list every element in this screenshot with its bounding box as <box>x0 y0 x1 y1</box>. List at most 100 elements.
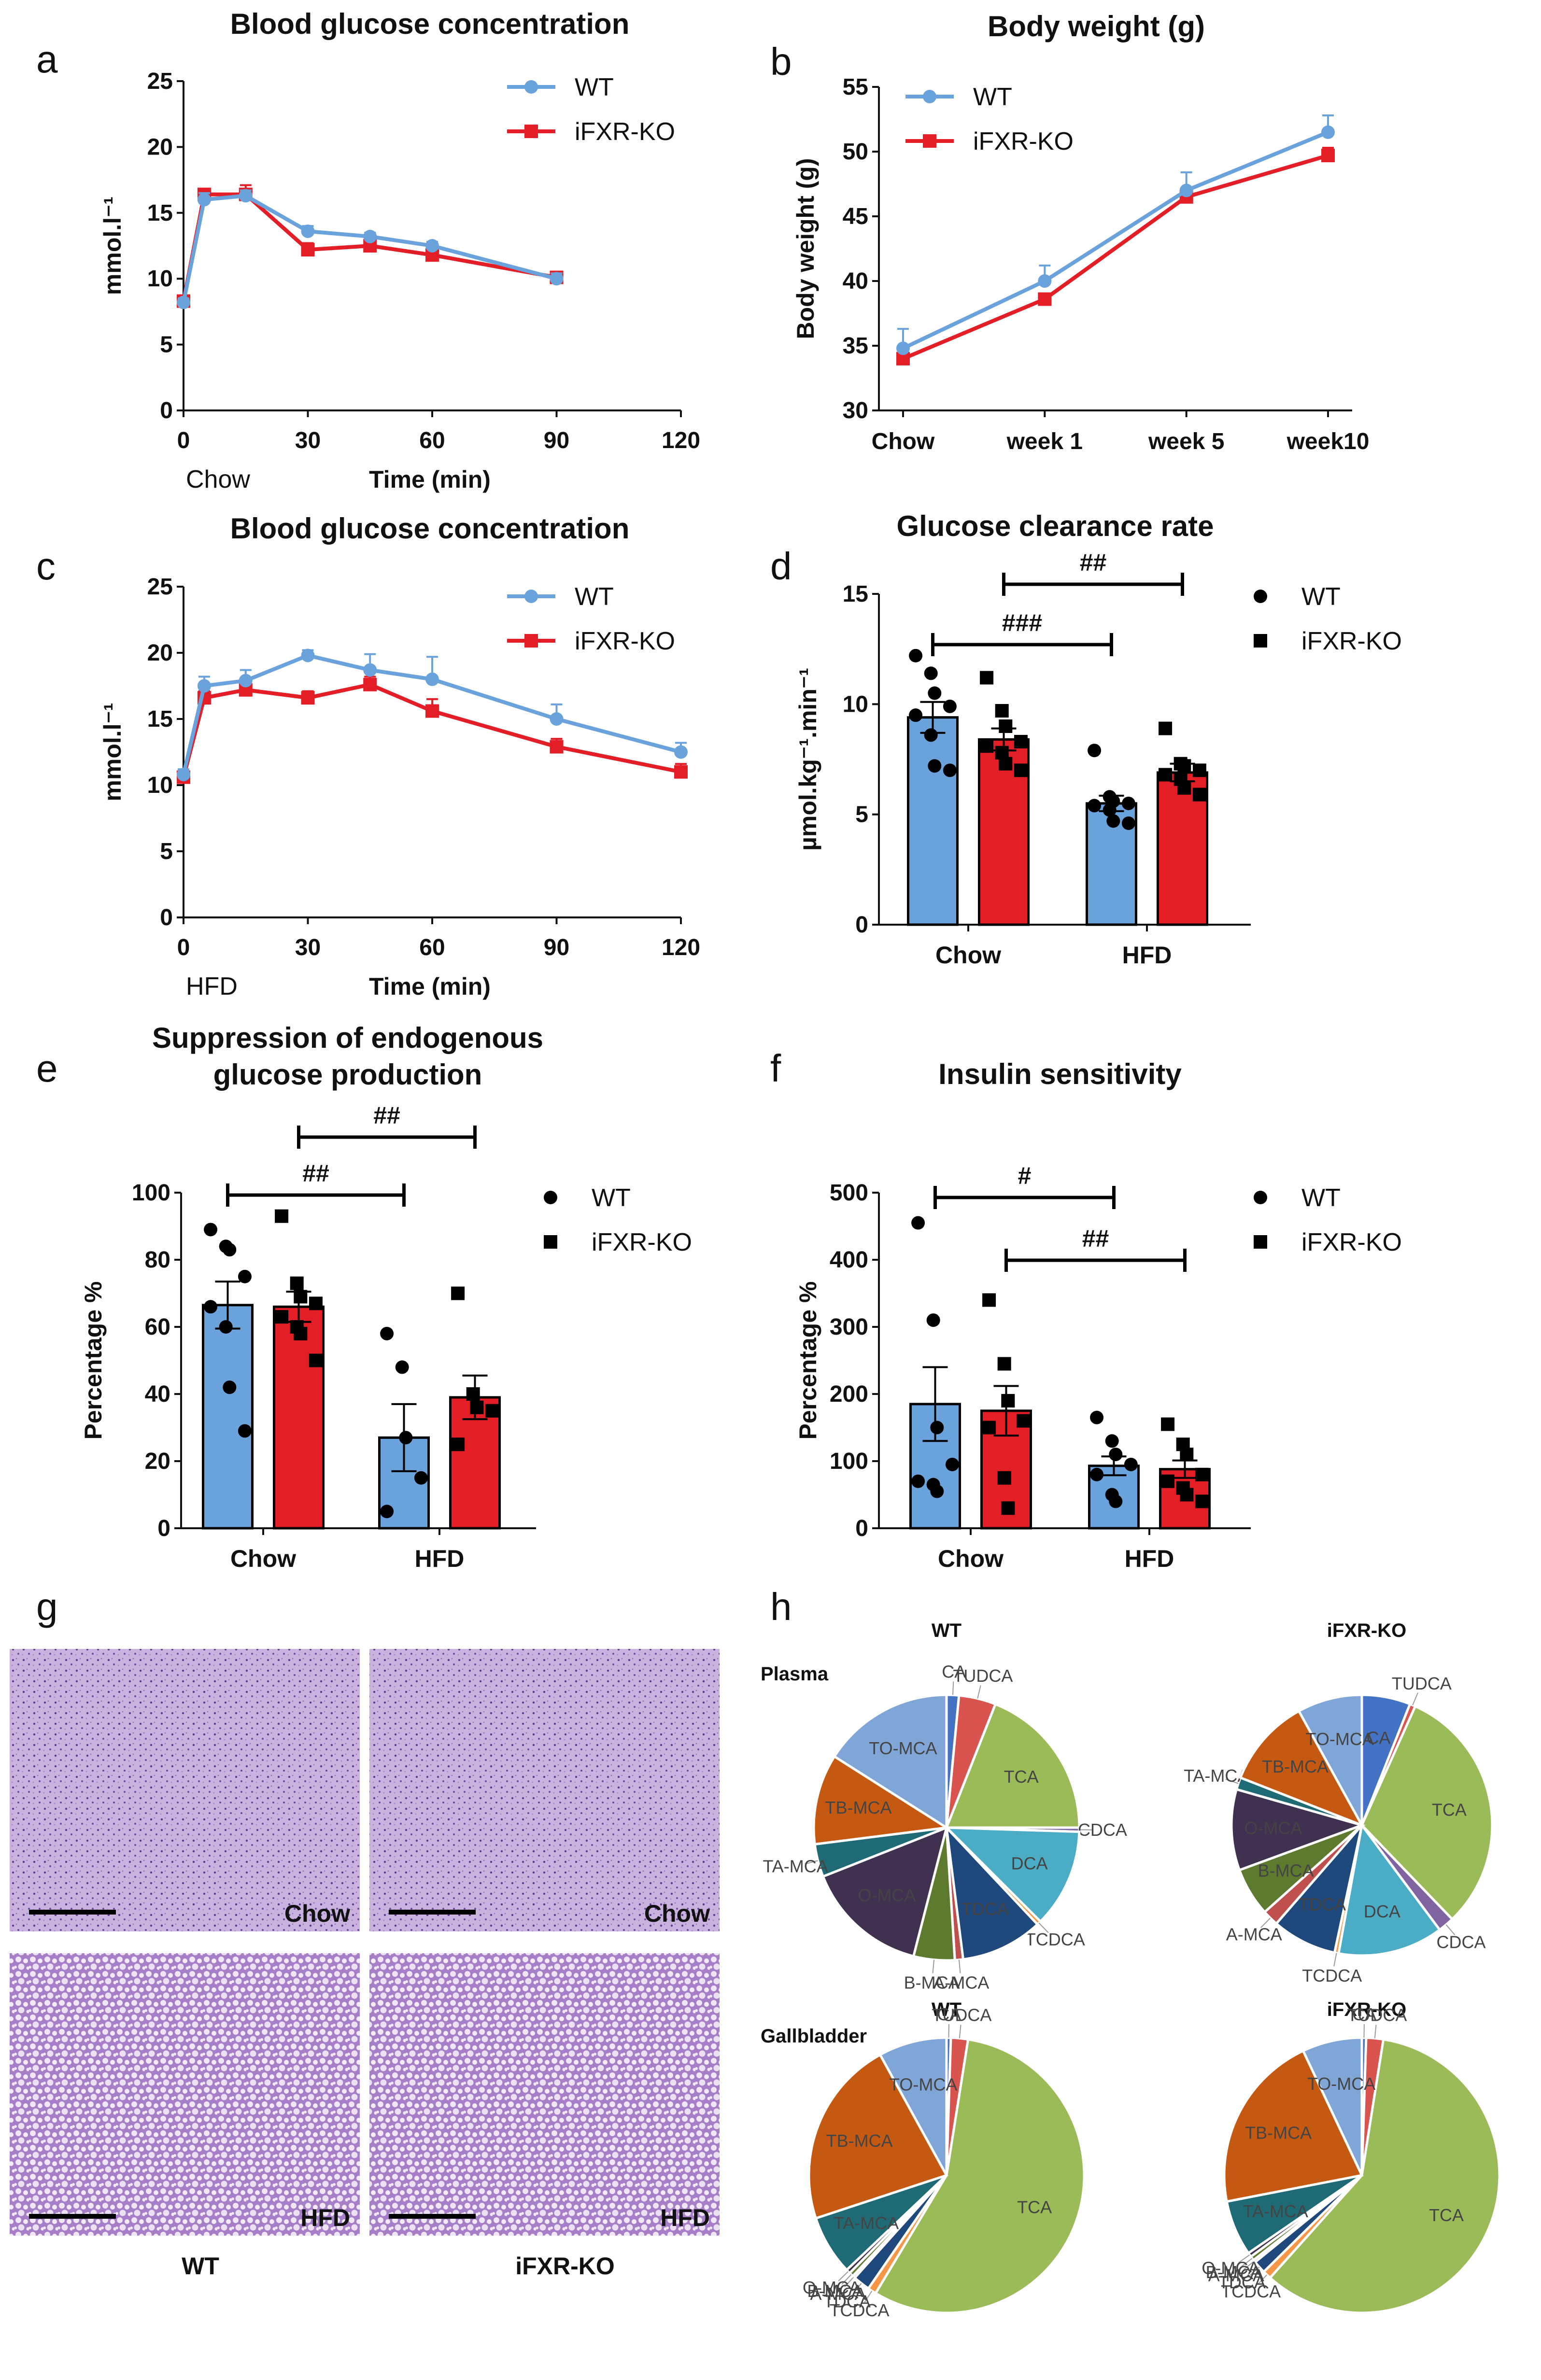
pie-title: iFXR-KO <box>1327 1620 1406 1641</box>
data-point <box>1121 796 1135 810</box>
pie-slice-label: TO-MCA <box>1307 2074 1375 2094</box>
data-point <box>1124 1457 1138 1471</box>
data-point <box>197 193 211 207</box>
pie-slice-label: TB-MCA <box>825 1798 892 1817</box>
y-axis-label: Percentage % <box>80 1282 107 1440</box>
data-point <box>177 768 190 782</box>
data-point <box>1321 149 1335 163</box>
pie-slice <box>1274 1824 1363 1954</box>
pie-slice-label: TCDCA <box>829 2300 889 2320</box>
chart-title: Blood glucose concentration <box>230 8 630 40</box>
pie-leader-line <box>841 2274 852 2285</box>
chart-h: PlasmaGallbladderWTCATUDCATCACDCADCATCDC… <box>761 1620 1501 2320</box>
data-point <box>1180 1448 1194 1462</box>
pie-slice-label: DCA <box>1011 1853 1048 1873</box>
pie-leader-line <box>1038 1922 1049 1933</box>
pie-leader-line <box>959 2025 961 2039</box>
y-tick-label: 5 <box>160 332 173 358</box>
data-point <box>470 1400 484 1414</box>
data-point <box>294 1326 308 1340</box>
pie-slice-label: B-MCA <box>807 2281 863 2301</box>
data-point <box>466 1387 480 1401</box>
condition-label: Chow <box>186 465 250 493</box>
pie-leader-line <box>1238 2254 1250 2263</box>
pie-slice-label: TDCA <box>823 2292 871 2311</box>
chart-title: Insulin sensitivity <box>938 1058 1182 1090</box>
series-line-ko <box>902 154 1329 361</box>
y-tick-label: 5 <box>160 839 173 864</box>
x-tick-label: HFD <box>1122 942 1172 969</box>
pie-slice-label: TUDCA <box>953 1666 1013 1686</box>
data-point <box>301 243 315 257</box>
data-point <box>945 1457 959 1471</box>
pie-leader-line <box>1260 1917 1271 1928</box>
data-point <box>1109 1448 1123 1462</box>
pie-slice-label: CDCA <box>1437 1932 1486 1952</box>
data-point <box>177 296 190 310</box>
panel-letter-f: f <box>770 1047 781 1090</box>
histology-image <box>10 1649 360 1931</box>
y-axis-label: Percentage % <box>794 1282 821 1440</box>
pie-slice-label: O-MCA <box>803 2278 861 2297</box>
chart-title-line: glucose production <box>213 1058 482 1091</box>
y-tick-label: 25 <box>147 69 173 94</box>
legend-marker <box>524 590 538 603</box>
histology-label: HFD <box>660 2204 710 2231</box>
y-tick-label: 20 <box>147 640 173 666</box>
data-point <box>1016 1414 1030 1428</box>
legend-marker <box>1254 1235 1267 1249</box>
pie-leader-line <box>805 1860 818 1865</box>
x-tick-label: 0 <box>177 428 190 453</box>
data-point <box>1195 1494 1209 1508</box>
pie-slice-label: A-MCA <box>810 2284 866 2304</box>
data-point <box>1088 744 1102 758</box>
pie-slice <box>812 1755 950 1846</box>
data-point <box>204 1300 218 1314</box>
data-point <box>1159 721 1173 735</box>
x-tick-label: 30 <box>295 428 321 453</box>
pie-leader-line <box>1225 1778 1239 1784</box>
data-point <box>399 1431 413 1445</box>
pie-slice <box>943 1826 1081 1923</box>
pie-slice-label: B-MCA <box>904 1973 960 1993</box>
pie-slice <box>945 1703 1081 1829</box>
data-point <box>982 1421 996 1435</box>
pie-slice-label: TCA <box>1432 1800 1467 1820</box>
legend-label: WT <box>1301 583 1341 611</box>
legend-marker <box>544 1235 557 1249</box>
significance-label: ## <box>1082 1225 1109 1252</box>
data-point <box>1105 1434 1119 1448</box>
pie-leader-line <box>838 2271 848 2281</box>
data-point <box>1038 274 1052 288</box>
pie-leader-line <box>932 1959 935 1973</box>
data-point <box>980 739 994 753</box>
y-tick-label: 20 <box>145 1449 170 1474</box>
data-point <box>451 1286 465 1300</box>
y-tick-label: 50 <box>843 139 868 165</box>
histology-label: Chow <box>644 1900 710 1927</box>
data-point <box>301 648 315 662</box>
data-point <box>1161 1474 1175 1488</box>
chart-e: 0 20 40 60 80 100 Chow HFD ## ## Suppression of en… <box>80 1022 692 1572</box>
data-point <box>1321 125 1335 139</box>
data-point <box>1192 763 1206 777</box>
panel-g-histology: Chow Chow HFD HFD WT iFXR-KO <box>10 1649 720 2280</box>
pie-slice <box>1301 2036 1363 2176</box>
y-tick-label: 15 <box>147 706 173 732</box>
y-axis-label: mmol.l⁻¹ <box>99 197 126 295</box>
data-point <box>924 666 938 680</box>
panel-letter-d: d <box>770 545 792 588</box>
y-tick-label: 400 <box>830 1247 868 1273</box>
significance-label: ## <box>373 1102 400 1129</box>
x-tick-label: 0 <box>177 935 190 960</box>
data-point <box>909 708 923 722</box>
pie-slice-label: CA <box>937 2004 961 2024</box>
pie-slice-label: CA <box>1352 2004 1376 2024</box>
pie-leader-line <box>1257 2274 1268 2285</box>
scale-bar <box>389 1910 476 1915</box>
y-tick-label: 0 <box>160 398 173 423</box>
y-tick-label: 100 <box>830 1449 868 1474</box>
data-point <box>550 740 564 754</box>
pie-leader-line <box>1445 1924 1456 1936</box>
